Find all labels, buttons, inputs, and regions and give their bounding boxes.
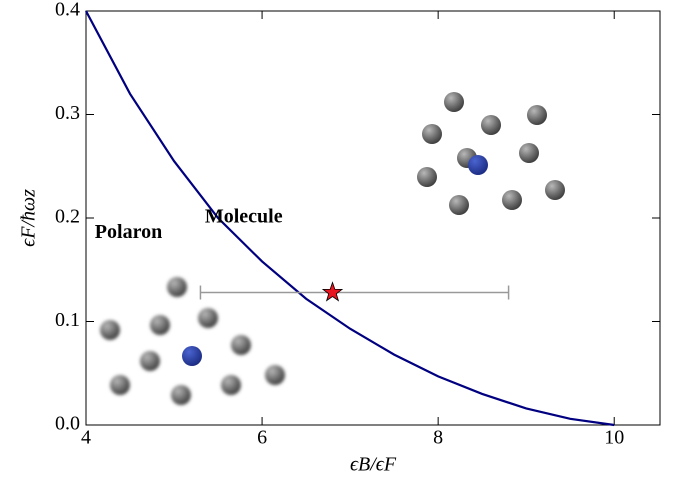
- x-tick-label: 6: [257, 427, 267, 449]
- plot-frame: [85, 10, 661, 426]
- y-axis-label: ϵF/ħωz: [18, 189, 40, 247]
- data-point: [321, 281, 344, 302]
- curve: [85, 10, 615, 427]
- y-tick-label: 0.3: [55, 102, 80, 124]
- x-tick-label: 4: [81, 427, 91, 449]
- x-axis-label: ϵB/ϵF: [350, 454, 397, 476]
- x-tick-label: 8: [433, 427, 443, 449]
- y-tick-label: 0.4: [55, 0, 80, 21]
- y-tick-label: 0.2: [55, 206, 80, 228]
- y-tick-label: 0.0: [55, 413, 80, 435]
- molecule-cluster: [417, 92, 565, 215]
- x-tick-label: 10: [604, 427, 624, 449]
- impurity: [182, 346, 202, 366]
- annotation: Molecule: [205, 206, 283, 228]
- y-tick-label: 0.1: [55, 309, 80, 331]
- polaron-cluster: [100, 277, 285, 405]
- annotation: Polaron: [95, 221, 162, 243]
